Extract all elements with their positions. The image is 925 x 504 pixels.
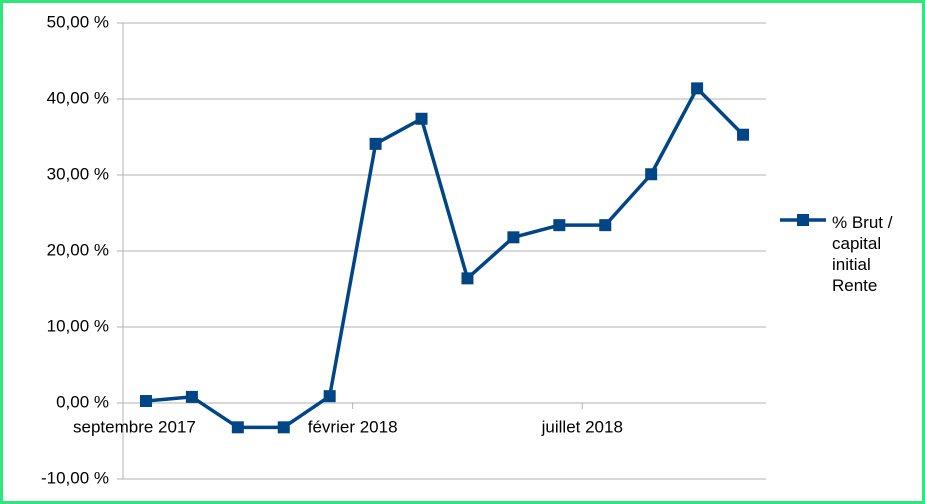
point-marker: [369, 137, 382, 150]
point-marker: [645, 168, 658, 181]
x-tick-label: septembre 2017: [73, 417, 196, 436]
point-marker: [507, 231, 520, 244]
legend-label: % Brut / capital initial Rente: [832, 213, 893, 295]
point-marker: [185, 390, 198, 403]
point-marker: [599, 219, 612, 232]
point-marker: [553, 219, 566, 232]
point-marker: [461, 272, 474, 285]
point-marker: [415, 112, 428, 125]
legend-marker: [797, 214, 809, 226]
chart: -10,00 % 0,00 % 10,00 % 20,00 % 30,00 % 40,00…: [41, 12, 826, 487]
point-marker: [323, 390, 336, 403]
x-tick-label: février 2018: [308, 417, 398, 436]
y-tick-label: 10,00 %: [47, 316, 109, 335]
y-tick-label: 20,00 %: [47, 240, 109, 259]
y-tick-label: 40,00 %: [47, 88, 109, 107]
point-marker: [139, 395, 152, 408]
y-tick-label: -10,00 %: [41, 468, 109, 487]
point-marker: [277, 421, 290, 434]
y-tick-label: 30,00 %: [47, 164, 109, 183]
point-marker: [737, 128, 750, 141]
y-tick-label: 50,00 %: [47, 12, 109, 31]
point-marker: [691, 82, 704, 95]
x-tick-label: juillet 2018: [541, 417, 623, 436]
point-marker: [231, 421, 244, 434]
y-tick-label: 0,00 %: [56, 392, 109, 411]
series-line: [145, 86, 745, 430]
